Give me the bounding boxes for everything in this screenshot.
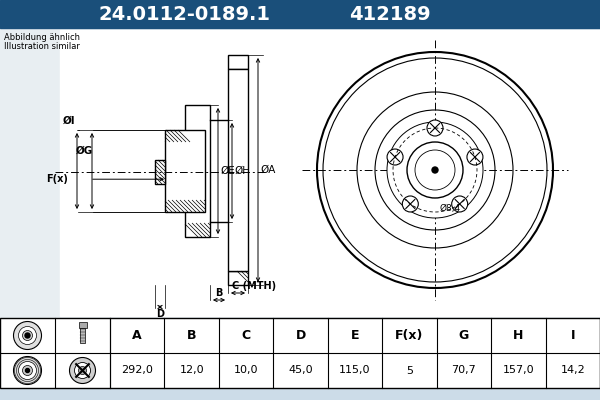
Circle shape [23, 366, 32, 376]
Bar [185, 105, 210, 237]
Text: D: D [156, 309, 164, 319]
Bar [79, 322, 86, 328]
Text: 5: 5 [406, 366, 413, 376]
Text: H: H [513, 329, 524, 342]
Circle shape [407, 142, 463, 198]
Bar [0, 318, 600, 388]
Circle shape [70, 358, 95, 384]
Circle shape [79, 366, 86, 374]
Circle shape [357, 92, 513, 248]
Circle shape [415, 150, 455, 190]
Text: I: I [571, 329, 575, 342]
Text: ØG: ØG [76, 146, 93, 156]
Text: B: B [187, 329, 196, 342]
Text: ØE: ØE [220, 166, 235, 176]
Circle shape [427, 120, 443, 136]
Text: ØA: ØA [260, 165, 275, 175]
Text: Ø8,4: Ø8,4 [440, 204, 461, 212]
Circle shape [387, 149, 403, 165]
Circle shape [317, 52, 553, 288]
Circle shape [467, 149, 483, 165]
Text: 14,2: 14,2 [560, 366, 585, 376]
Circle shape [14, 322, 41, 350]
Text: ØI: ØI [63, 116, 76, 126]
Text: F(x): F(x) [46, 174, 68, 184]
Text: F(x): F(x) [395, 329, 424, 342]
Circle shape [19, 362, 37, 380]
Text: 24.0112-0189.1: 24.0112-0189.1 [99, 4, 271, 24]
Bar [0, 28, 600, 318]
Text: 292,0: 292,0 [121, 366, 153, 376]
Circle shape [19, 326, 37, 344]
Text: 10,0: 10,0 [234, 366, 259, 376]
Text: Illustration similar: Illustration similar [4, 42, 80, 51]
Text: Abbildung ähnlich: Abbildung ähnlich [4, 33, 80, 42]
Bar [155, 160, 165, 184]
Text: G: G [459, 329, 469, 342]
Circle shape [375, 110, 495, 230]
Bar [0, 0, 600, 28]
Bar [228, 271, 248, 285]
Text: D: D [295, 329, 305, 342]
Text: ATE: ATE [217, 170, 403, 250]
Circle shape [23, 330, 32, 340]
Circle shape [14, 356, 41, 384]
Bar [80, 328, 85, 342]
Bar [60, 30, 600, 316]
Circle shape [403, 196, 418, 212]
Text: C (MTH): C (MTH) [232, 281, 276, 291]
Text: C: C [242, 329, 251, 342]
Circle shape [323, 58, 547, 282]
Bar [0, 28, 600, 318]
Text: 45,0: 45,0 [288, 366, 313, 376]
Text: E: E [351, 329, 359, 342]
Text: 157,0: 157,0 [503, 366, 534, 376]
Text: 70,7: 70,7 [452, 366, 476, 376]
Bar [228, 69, 248, 271]
Circle shape [432, 167, 438, 173]
Text: 115,0: 115,0 [339, 366, 371, 376]
Text: ØH: ØH [234, 166, 250, 176]
Text: B: B [215, 288, 223, 298]
Circle shape [387, 122, 483, 218]
Circle shape [452, 196, 467, 212]
Circle shape [25, 333, 30, 338]
Bar [0, 28, 600, 318]
Text: 412189: 412189 [349, 4, 431, 24]
Circle shape [74, 362, 91, 378]
Text: A: A [133, 329, 142, 342]
Bar [165, 130, 205, 212]
Circle shape [25, 368, 29, 372]
Bar [228, 55, 248, 69]
Text: 12,0: 12,0 [179, 366, 204, 376]
